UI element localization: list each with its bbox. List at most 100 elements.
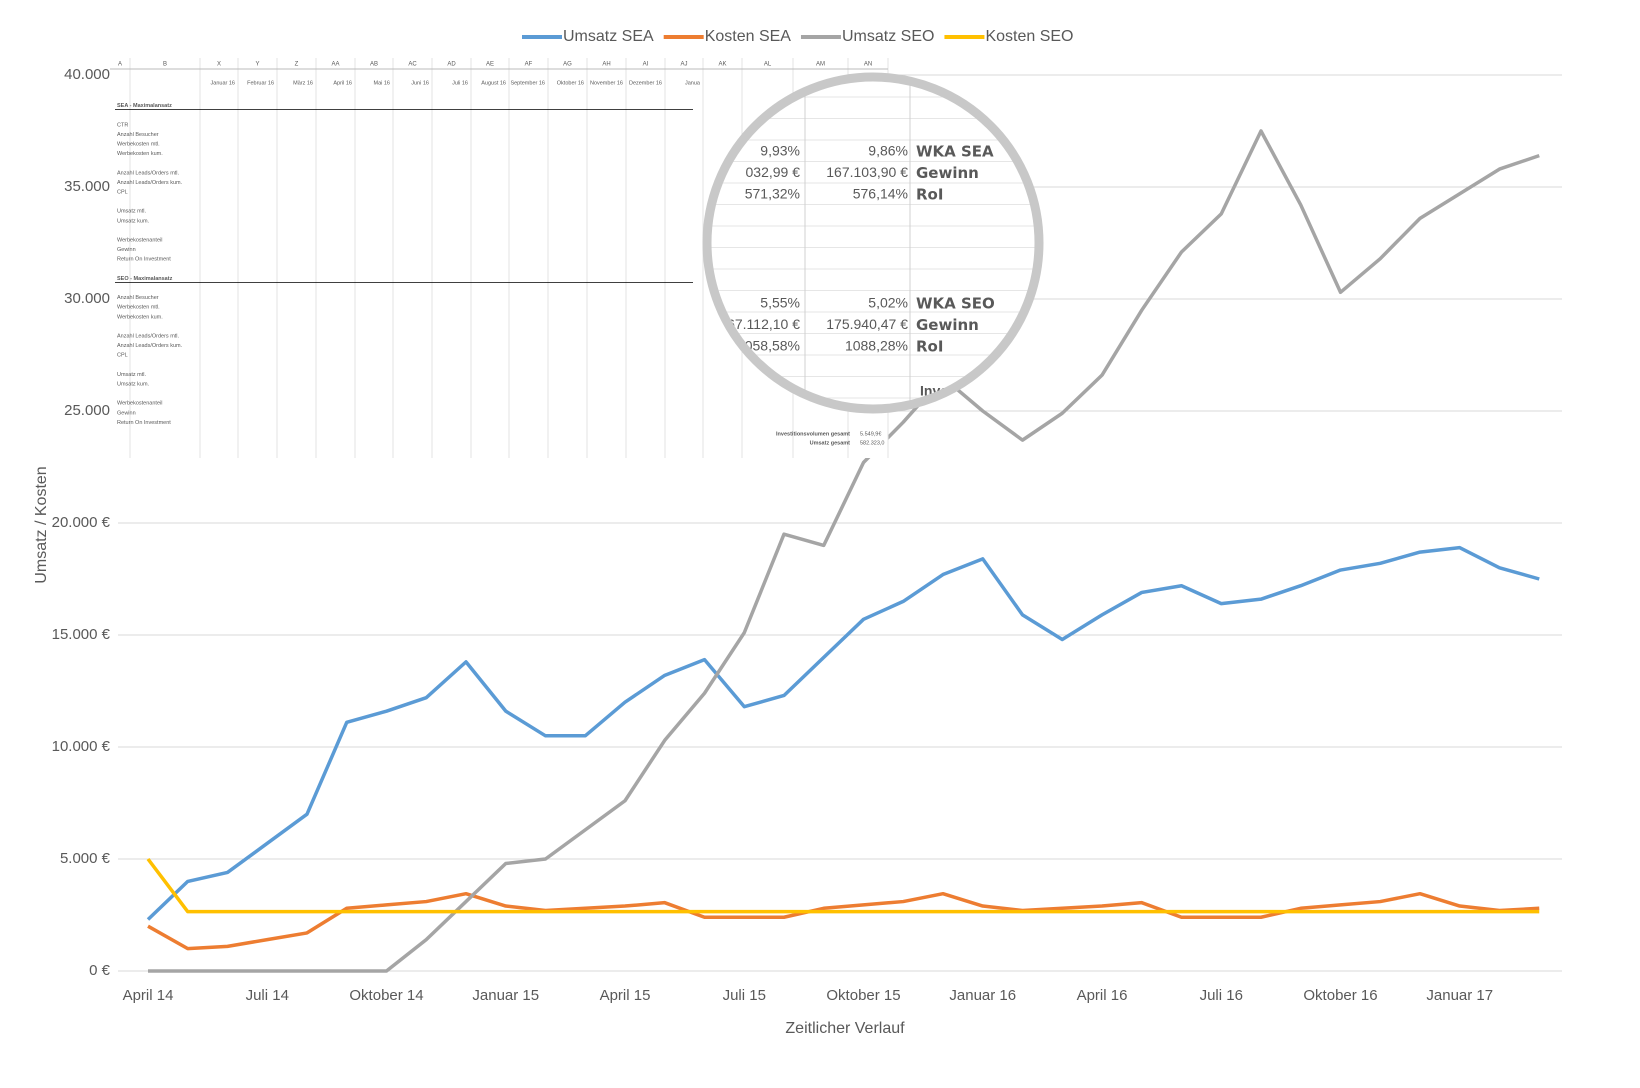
footer-label: Umsatz gesamt: [810, 440, 851, 446]
row-label: SEO - Maximalansatz: [117, 276, 173, 282]
row-label: Gewinn: [117, 247, 136, 253]
y-tick-label: 35.000: [64, 178, 110, 195]
month-header: August 16: [481, 80, 506, 86]
column-letter: AJ: [680, 62, 687, 68]
cell-tag: RoI: [916, 338, 943, 356]
month-header: Januar 16: [211, 80, 235, 86]
row-label: Return On Investment: [117, 257, 171, 263]
column-letter: AC: [408, 62, 417, 68]
magnifier-bg: [710, 80, 1036, 406]
row-label: Anzahl Leads/Orders kum.: [117, 180, 183, 186]
x-tick-label: Oktober 14: [349, 987, 423, 1004]
footer-label: Investitionsvolumen gesamt: [776, 431, 850, 437]
cell-value: 167.103,90 €: [826, 164, 908, 180]
column-letter: AG: [563, 62, 572, 68]
cell-tag: WKA SEA: [916, 143, 994, 161]
y-tick-label: 15.000 €: [52, 626, 111, 643]
column-letter: AI: [643, 62, 649, 68]
legend-label: Umsatz SEO: [842, 28, 934, 45]
column-letter: AD: [447, 62, 456, 68]
cell-value: 032,99 €: [746, 164, 801, 180]
row-label: Werbekosten kum.: [117, 314, 163, 320]
row-label: CTR: [117, 122, 128, 128]
y-tick-label: 0 €: [89, 962, 111, 979]
x-tick-label: Januar 16: [949, 987, 1016, 1004]
cell-value: 67.112,10 €: [727, 316, 800, 332]
x-tick-label: Juli 15: [723, 987, 766, 1004]
column-letter: AK: [718, 62, 726, 68]
y-axis-title: Umsatz / Kosten: [33, 466, 50, 583]
month-header: März 16: [293, 80, 313, 86]
month-header: Dezember 16: [629, 80, 662, 86]
row-label: Werbekostenanteil: [117, 237, 162, 243]
row-label: Werbekosten kum.: [117, 151, 163, 157]
y-tick-label: 30.000: [64, 290, 110, 307]
column-letter: X: [217, 62, 221, 68]
month-header: Janua: [685, 80, 701, 86]
row-label: Anzahl Leads/Orders mtl.: [117, 333, 180, 339]
month-header: Oktober 16: [557, 80, 584, 86]
footer-value: 582.323,0: [860, 440, 884, 446]
cell-value: 5,02%: [868, 295, 908, 311]
chart: Umsatz / Kosten Zeitlicher Verlauf 0 €5.…: [0, 0, 1640, 1088]
y-tick-label: 20.000 €: [52, 514, 111, 531]
month-header: Juli 16: [452, 80, 468, 86]
row-label: Umsatz kum.: [117, 381, 150, 387]
row-label: Umsatz kum.: [117, 218, 150, 224]
cell-value: 1088,28%: [845, 338, 908, 354]
legend-label: Kosten SEA: [705, 28, 792, 45]
column-letter: AM: [816, 62, 825, 68]
x-tick-label: Januar 15: [472, 987, 539, 1004]
month-header: April 16: [333, 80, 352, 86]
cell-value: 5,55%: [760, 295, 800, 311]
row-label: Werbekosten mtl.: [117, 141, 160, 147]
row-label: SEA - Maximalansatz: [117, 103, 172, 109]
x-tick-label: Januar 17: [1426, 987, 1493, 1004]
cell-value: 576,14%: [853, 186, 908, 202]
row-label: Werbekostenanteil: [117, 401, 162, 407]
cell-tag: WKA SEO: [916, 295, 995, 313]
column-letter: A: [118, 62, 122, 68]
series-line: [148, 859, 1539, 912]
row-label: Anzahl Besucher: [117, 295, 159, 301]
row-label: CPL: [117, 189, 128, 195]
y-tick-label: 5.000 €: [60, 850, 111, 867]
column-letter: AA: [331, 62, 339, 68]
column-letter: AB: [370, 62, 378, 68]
column-letter: Y: [255, 62, 259, 68]
x-tick-label: Juli 16: [1200, 987, 1243, 1004]
cell-value: 9,86%: [868, 143, 908, 159]
row-label: Werbekosten mtl.: [117, 305, 160, 311]
row-label: Return On Investment: [117, 420, 171, 426]
month-header: Mai 16: [373, 80, 390, 86]
x-tick-label: Oktober 15: [826, 987, 900, 1004]
row-label: Anzahl Leads/Orders kum.: [117, 343, 183, 349]
x-tick-label: Juli 14: [246, 987, 289, 1004]
x-tick-label: Oktober 16: [1303, 987, 1377, 1004]
cell-tag: RoI: [916, 186, 943, 204]
month-header: November 16: [590, 80, 623, 86]
legend-label: Kosten SEO: [985, 28, 1073, 45]
row-label: Umsatz mtl.: [117, 372, 147, 378]
row-label: Anzahl Besucher: [117, 132, 159, 138]
month-header: Februar 16: [247, 80, 274, 86]
row-label: Anzahl Leads/Orders mtl.: [117, 170, 180, 176]
cell-tag: Gewinn: [916, 316, 979, 334]
month-header: Juni 16: [411, 80, 429, 86]
y-tick-label: 25.000: [64, 402, 110, 419]
x-tick-label: April 14: [123, 987, 174, 1004]
row-label: CPL: [117, 353, 128, 359]
column-letter: Z: [295, 62, 299, 68]
series-line: [148, 548, 1539, 920]
cell-value: 175.940,47 €: [826, 316, 908, 332]
legend-label: Umsatz SEA: [563, 28, 654, 45]
cell-value: 571,32%: [745, 186, 800, 202]
footer-value: 5.549,9€: [860, 431, 881, 437]
row-label: Gewinn: [117, 410, 136, 416]
x-tick-label: April 15: [600, 987, 651, 1004]
column-letter: AF: [525, 62, 533, 68]
cell-tag: Gewinn: [916, 164, 979, 182]
cell-value: 9,93%: [760, 143, 800, 159]
column-letter: AN: [864, 62, 872, 68]
month-header: September 16: [510, 80, 545, 86]
